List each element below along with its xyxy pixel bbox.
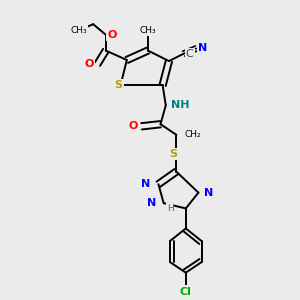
Text: H: H [167,204,174,213]
Text: O: O [84,59,94,69]
Text: CH₃: CH₃ [140,26,156,35]
Text: Cl: Cl [180,286,192,297]
Text: N: N [141,179,150,189]
Text: N: N [198,44,208,53]
Text: C: C [186,49,194,59]
Text: N: N [204,188,213,198]
Text: S: S [114,80,122,90]
Text: CH₂: CH₂ [185,130,201,139]
Text: CH₃: CH₃ [70,26,87,35]
Text: O: O [128,121,138,131]
Text: S: S [169,149,177,159]
Text: O: O [107,30,117,40]
Text: N: N [147,198,156,208]
Text: NH: NH [171,100,190,110]
